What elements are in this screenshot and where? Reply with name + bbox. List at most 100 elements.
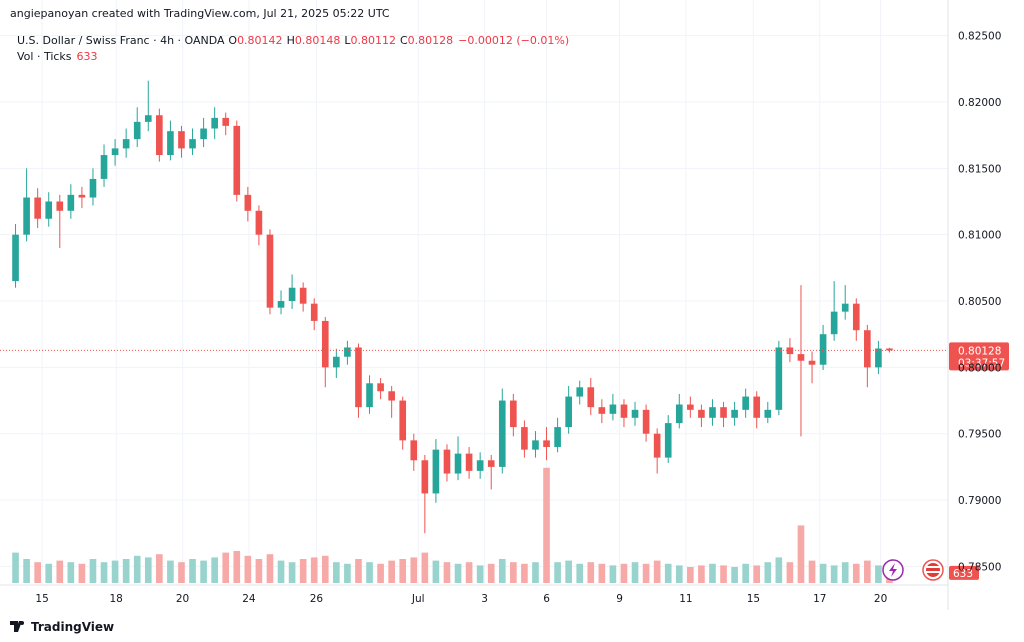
volume-bar (609, 565, 617, 583)
candle-body (111, 148, 119, 156)
candle-body (675, 404, 683, 424)
volume-bar (67, 562, 75, 583)
candle-body (498, 400, 506, 467)
candle-body (310, 303, 318, 321)
candle-body (45, 201, 53, 219)
volume-bar (742, 563, 749, 583)
candle-body (156, 115, 163, 156)
candle-body (144, 115, 152, 122)
volume-bar (687, 567, 694, 583)
flag-stripe (926, 566, 940, 568)
volume-bar (56, 560, 64, 583)
x-tick-label: 6 (543, 593, 550, 605)
volume-bar (133, 555, 141, 583)
volume-bar (786, 562, 794, 583)
candle-body (587, 387, 595, 408)
candle-body (100, 155, 108, 179)
candle-body (532, 440, 539, 450)
volume-bar (377, 563, 384, 583)
x-tick-label: 24 (242, 593, 256, 605)
countdown: 03:37:57 (958, 357, 1005, 369)
x-tick-label: 17 (813, 593, 826, 605)
y-tick-label: 0.80500 (958, 296, 1001, 308)
y-tick-label: 0.78500 (958, 561, 1001, 573)
volume-bar (89, 559, 97, 583)
brand-name: TradingView (31, 620, 114, 634)
candle-body (620, 404, 628, 418)
volume-bar (78, 563, 86, 583)
volume-bar (620, 563, 628, 583)
volume-bar (454, 563, 462, 583)
volume-bar (543, 467, 550, 583)
x-tick-label: 11 (679, 593, 692, 605)
candle-body (266, 234, 274, 308)
volume-bar (819, 563, 827, 583)
volume-bar (642, 563, 650, 583)
volume-bar (189, 559, 196, 583)
candle-body (830, 311, 838, 335)
candle-body (23, 197, 30, 235)
x-tick-label: 20 (874, 593, 887, 605)
volume-bar (156, 554, 163, 583)
y-tick-label: 0.81500 (958, 163, 1001, 175)
candle-body (819, 334, 827, 365)
volume-bar (443, 562, 451, 583)
candle-body (56, 201, 64, 211)
y-tick-label: 0.82000 (958, 97, 1001, 109)
candle-body (687, 404, 694, 410)
volume-bar (720, 565, 727, 583)
candle-body (642, 409, 650, 434)
candle-body (355, 347, 362, 408)
volume-bar (498, 559, 506, 583)
candle-body (233, 125, 241, 195)
volume-bar (211, 557, 218, 583)
candle-body (521, 427, 528, 450)
candle-body (167, 131, 174, 156)
volume-bar (178, 562, 185, 583)
volume-bar (244, 555, 252, 583)
candle-body (808, 360, 816, 365)
candle-body (443, 449, 451, 474)
volume-bar (111, 560, 119, 583)
x-tick-label: 26 (310, 593, 324, 605)
volume-bar (421, 552, 429, 583)
candle-body (67, 194, 75, 211)
ohlc-key: O (228, 34, 237, 47)
candle-body (465, 453, 473, 471)
lightning (889, 563, 897, 577)
x-tick-label: 9 (616, 593, 623, 605)
volume-bar (122, 559, 130, 583)
volume-bar (554, 562, 561, 583)
candle-body (222, 117, 230, 126)
candle-body (333, 356, 340, 368)
flag-stripe (926, 571, 940, 573)
volume-bar (34, 562, 41, 583)
candle-body (720, 407, 727, 418)
candle-body (34, 197, 41, 219)
volume-bar (465, 562, 473, 583)
ohlc-key: L (344, 34, 351, 47)
candles (12, 80, 893, 534)
candle-body (178, 131, 185, 149)
candle-body (753, 396, 761, 418)
volume-bar (432, 560, 440, 583)
candle-body (709, 407, 716, 418)
candle-body (377, 383, 384, 392)
candle-body (277, 301, 285, 308)
volume-bar (388, 560, 395, 583)
volume-bar (864, 560, 871, 583)
volume-bar (410, 557, 418, 583)
volume-bar (299, 559, 307, 583)
candle-body (12, 234, 19, 282)
symbol: U.S. Dollar / Swiss Franc · 4h · OANDA (17, 34, 225, 47)
legend-symbol: U.S. Dollar / Swiss Franc · 4h · OANDA O0… (17, 34, 569, 47)
volume-bar (399, 559, 407, 583)
candle-body (200, 128, 207, 140)
candle-body (244, 194, 252, 211)
candle-body (510, 400, 517, 428)
candle-body (841, 303, 849, 312)
volume-bar (510, 562, 517, 583)
candle-body (565, 396, 572, 428)
price-tag-value: 0.80128 (958, 345, 1001, 357)
